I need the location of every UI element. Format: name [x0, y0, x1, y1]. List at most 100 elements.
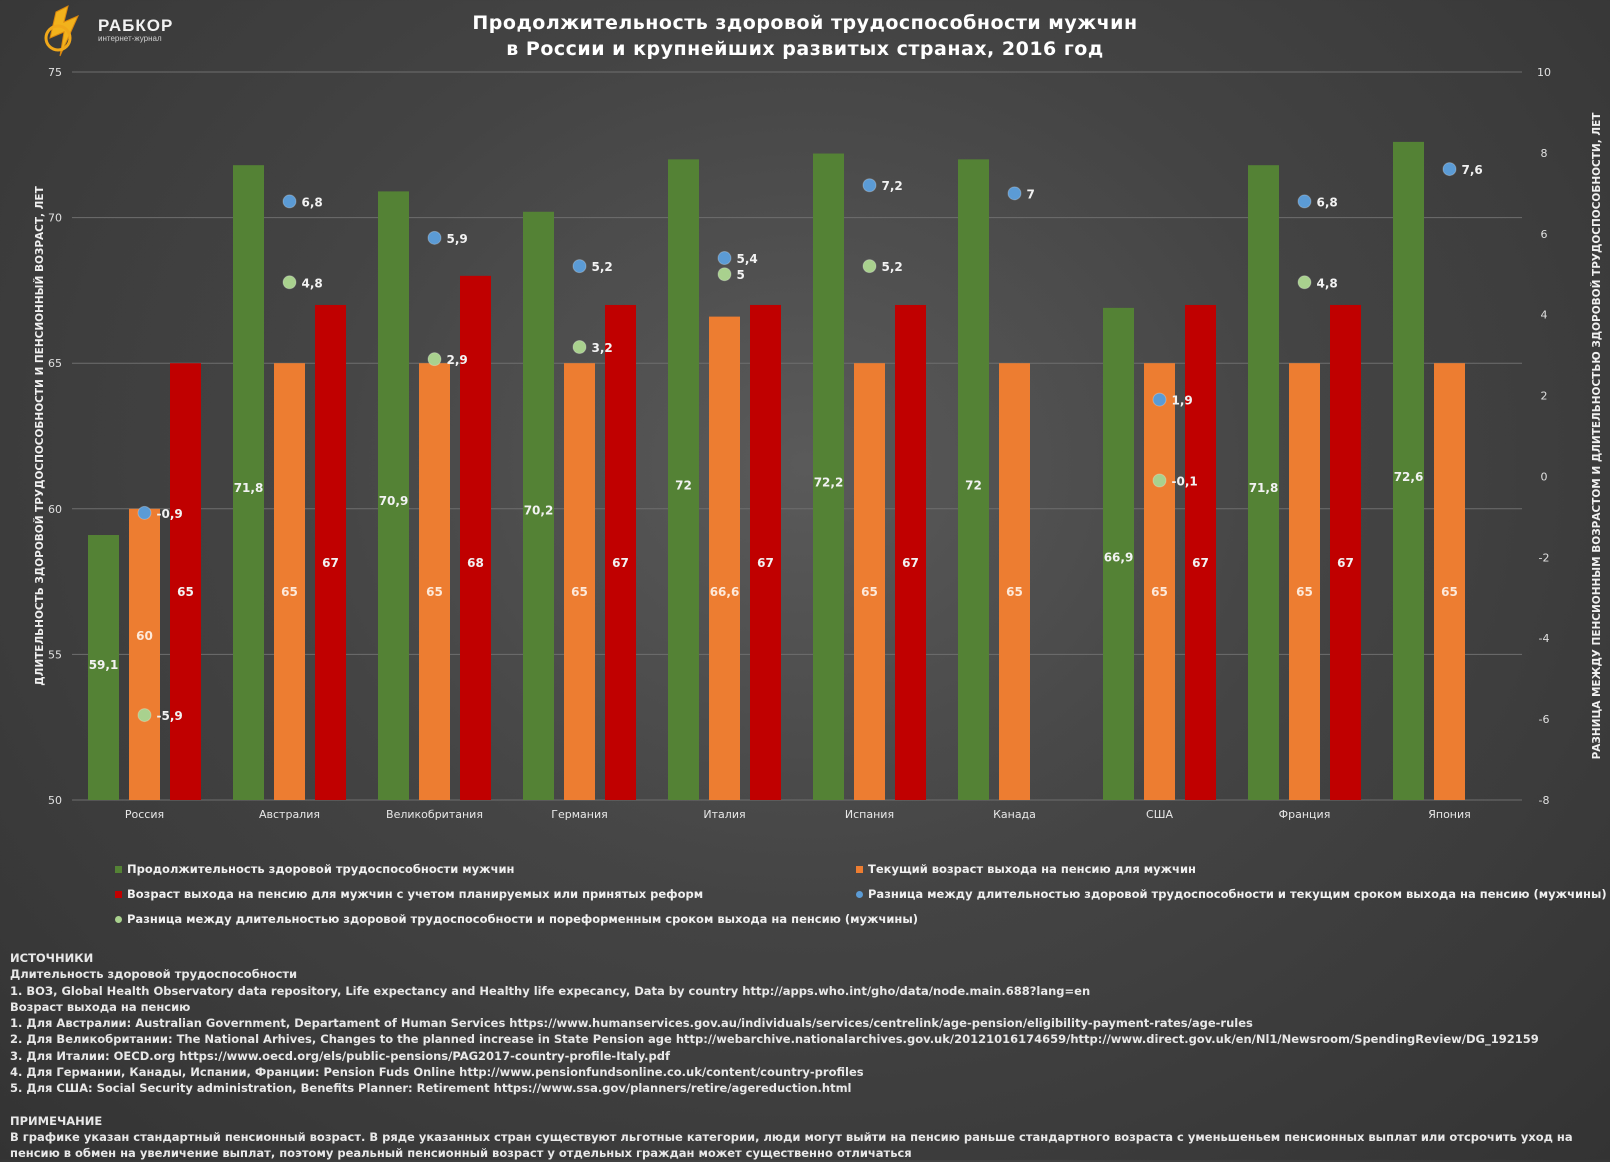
bar: [958, 159, 989, 801]
legend-label: Разница между длительностью здоровой тру…: [868, 887, 1607, 901]
point-value-label: -0,1: [1172, 474, 1198, 488]
y-axis-label: ДЛИТЕЛЬНОСТЬ ЗДОРОВОЙ ТРУДОСПОСОБНОСТИ И…: [33, 185, 46, 685]
x-tick-label: Германия: [551, 808, 607, 821]
note-text: В графике указан стандартный пенсионный …: [10, 1129, 1573, 1161]
y2-tick-label: 6: [1541, 228, 1548, 241]
x-tick-label: США: [1146, 808, 1173, 821]
x-tick-label: Россия: [125, 808, 164, 821]
y2-tick-label: 10: [1537, 66, 1551, 79]
point-value-label: 4,8: [1317, 276, 1338, 290]
bar-value-label: 65: [861, 585, 878, 599]
bar-value-label: 66,6: [710, 585, 740, 599]
point-value-label: 5,2: [882, 260, 903, 274]
bar-value-label: 72: [675, 478, 692, 492]
logo-name: РАБКОР: [98, 16, 174, 35]
y2-tick-label: -6: [1539, 713, 1550, 726]
bar-value-label: 67: [1337, 556, 1354, 570]
bar-value-label: 71,8: [1249, 481, 1279, 495]
bar-value-label: 60: [136, 629, 153, 643]
point-value-label: 5: [737, 268, 745, 282]
y2-tick-label: -8: [1539, 794, 1550, 807]
sources-notes: ИСТОЧНИКИ Длительность здоровой трудоспо…: [10, 950, 1600, 1162]
bar: [668, 159, 699, 801]
x-tick-label: Франция: [1279, 808, 1331, 821]
legend-label: Разница между длительностью здоровой тру…: [127, 912, 919, 926]
chart-title-line1: Продолжительность здоровой трудоспособно…: [472, 12, 1138, 34]
point-value-label: 5,9: [447, 232, 468, 246]
y2-tick-label: -2: [1539, 551, 1550, 564]
bar: [564, 363, 595, 800]
bar: [523, 211, 554, 800]
point-value-label: -5,9: [157, 709, 183, 723]
data-point: [1152, 392, 1167, 407]
source-pension-funds: 4. Для Германии, Канады, Испании, Франци…: [10, 1065, 864, 1080]
bar-value-label: 67: [322, 556, 339, 570]
legend-swatch-orange-square: [856, 865, 863, 873]
legend-swatch-red-square: [115, 890, 122, 898]
point-value-label: 6,8: [1317, 195, 1338, 209]
legend-item-health: Продолжительность здоровой трудоспособно…: [115, 862, 515, 876]
bar: [274, 363, 305, 800]
point-value-label: 7,6: [1462, 163, 1483, 177]
data-point: [717, 267, 732, 282]
y-tick-label: 75: [48, 66, 62, 79]
bar-value-label: 70,2: [524, 504, 554, 518]
data-point: [427, 230, 442, 245]
legend-label: Продолжительность здоровой трудоспособно…: [127, 862, 515, 876]
x-tick-label: Италия: [703, 808, 745, 821]
bar-value-label: 65: [426, 585, 443, 599]
source-italy: 3. Для Италии: OECD.org https://www.oecd…: [10, 1048, 670, 1063]
bar-value-label: 59,1: [89, 658, 119, 672]
point-value-label: 5,4: [737, 252, 758, 266]
chart-title: Продолжительность здоровой трудоспособно…: [0, 10, 1610, 62]
rabkor-logo: [44, 5, 79, 57]
y2-tick-label: 0: [1541, 470, 1548, 483]
y2-tick-label: -4: [1539, 632, 1550, 645]
bar-value-label: 67: [612, 556, 629, 570]
source-who: 1. ВОЗ, Global Health Observatory data r…: [10, 983, 1091, 998]
bar-value-label: 70,9: [379, 494, 409, 508]
bar: [605, 304, 636, 800]
data-point: [717, 251, 732, 266]
bar: [709, 316, 740, 800]
bar-value-label: 65: [1006, 585, 1023, 599]
bar-value-label: 65: [1296, 585, 1313, 599]
bar: [1330, 304, 1361, 800]
bar-value-label: 65: [281, 585, 298, 599]
y-tick-label: 55: [48, 648, 62, 661]
data-point: [427, 352, 442, 367]
bar: [129, 508, 160, 800]
y2-axis-label: РАЗНИЦА МЕЖДУ ПЕНСИОННЫМ ВОЗРАСТОМ И ДЛИ…: [1590, 112, 1603, 760]
legend-item-diff-current: Разница между длительностью здоровой тру…: [856, 887, 1607, 901]
bar: [170, 363, 201, 800]
data-point: [137, 708, 152, 723]
x-tick-label: Австралия: [259, 808, 320, 821]
bar: [233, 165, 264, 800]
bar-value-label: 72,6: [1394, 470, 1424, 484]
point-value-label: 2,9: [447, 353, 468, 367]
point-value-label: 7: [1027, 187, 1035, 201]
legend-item-diff-reform: Разница между длительностью здоровой тру…: [115, 912, 918, 926]
bar: [750, 304, 781, 800]
point-value-label: 5,2: [592, 260, 613, 274]
bar: [419, 363, 450, 800]
y-tick-label: 60: [48, 503, 62, 516]
y2-tick-label: 2: [1541, 390, 1548, 403]
bar: [1393, 141, 1424, 800]
data-point: [572, 340, 587, 355]
legend-swatch-blue-dot: [856, 890, 863, 898]
data-point: [282, 194, 297, 209]
legend-label: Текущий возраст выхода на пенсию для муж…: [868, 862, 1196, 876]
bar-value-label: 65: [571, 585, 588, 599]
bar: [1434, 363, 1465, 800]
bar-value-label: 68: [467, 556, 484, 570]
bar: [378, 191, 409, 801]
bar-value-label: 67: [757, 556, 774, 570]
y2-tick-label: 8: [1541, 147, 1548, 160]
x-tick-label: Испания: [845, 808, 894, 821]
bar-value-label: 72,2: [814, 475, 844, 489]
bar: [999, 363, 1030, 800]
bar-value-label: 65: [1151, 585, 1168, 599]
data-point: [862, 178, 877, 193]
legend-label: Возраст выхода на пенсию для мужчин с уч…: [127, 887, 704, 901]
